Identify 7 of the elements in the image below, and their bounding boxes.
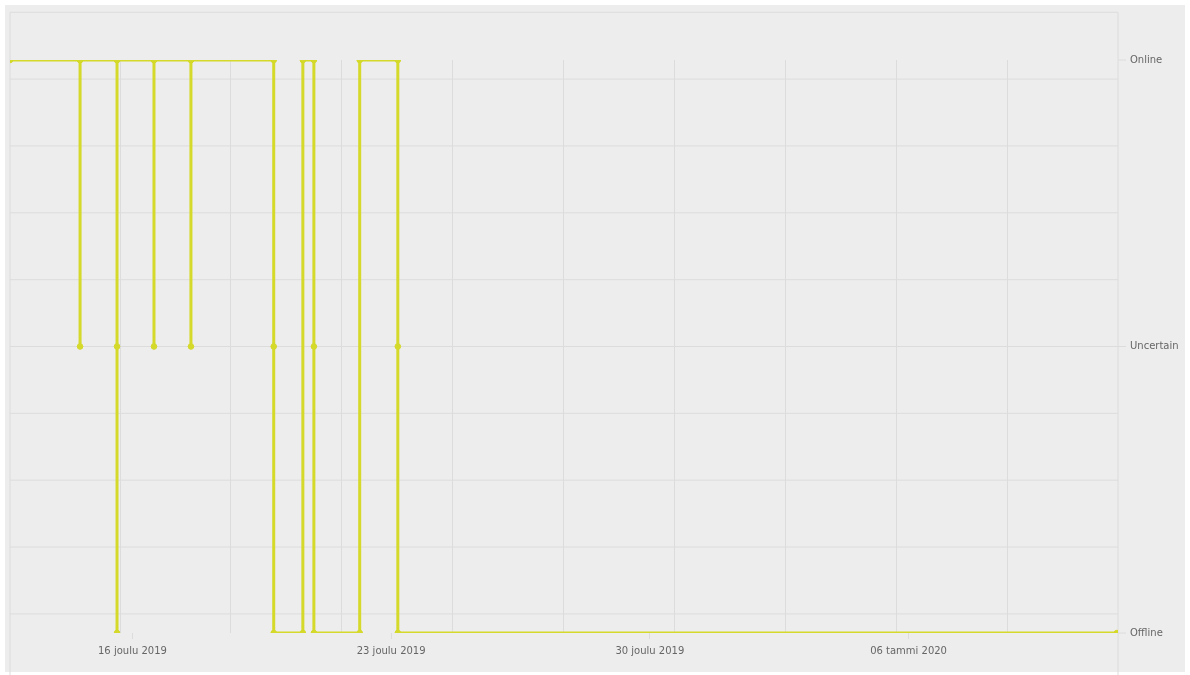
text: Uncertain [1130,340,1179,352]
text: Offline [1130,626,1163,638]
x-tick-label: 16 joulu 2019 [97,644,167,656]
x-tick-label: 30 joulu 2019 [615,644,685,656]
x-tick-label: 23 joulu 2019 [356,644,426,656]
x-tick-label: 06 tammi 2020 [870,644,947,656]
text: Online [1130,53,1163,65]
